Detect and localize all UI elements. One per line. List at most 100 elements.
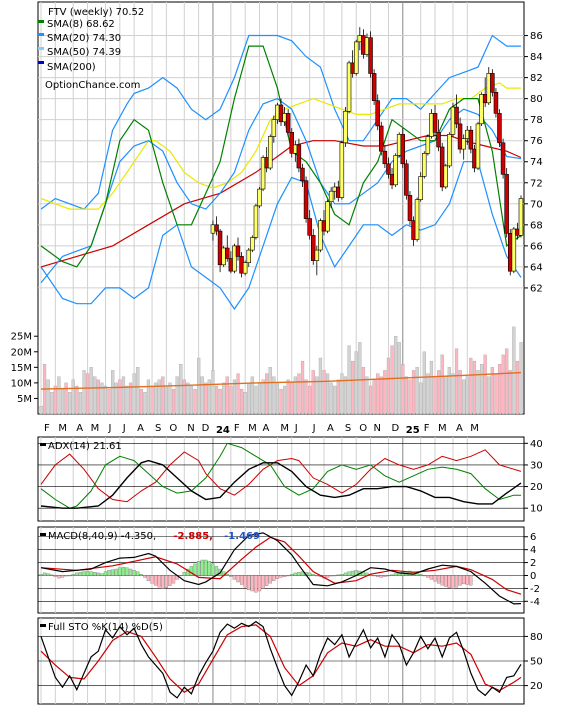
volume-bar <box>275 382 280 415</box>
price-tick-label: 80 <box>530 94 543 105</box>
macd-histogram-bar <box>193 563 197 576</box>
volume-bar <box>462 379 466 415</box>
candle-body <box>267 136 273 169</box>
candle-body <box>497 113 502 144</box>
candle-body <box>457 123 463 150</box>
candle-body <box>511 228 517 272</box>
candle-body <box>461 138 466 150</box>
volume-bar <box>505 348 509 415</box>
candle-body <box>518 198 524 236</box>
macd-tick-label: -2 <box>530 584 540 595</box>
volume-tick-label: 25M <box>11 332 32 343</box>
candle-body <box>493 92 499 114</box>
volume-bar <box>50 392 54 415</box>
candle-body <box>504 174 509 234</box>
macd-histogram-bar <box>329 575 333 577</box>
candle-body <box>436 132 441 148</box>
volume-bar <box>368 385 373 415</box>
volume-bar <box>240 388 244 415</box>
candle-body <box>454 106 459 125</box>
candle-body <box>407 195 413 221</box>
volume-bar <box>469 357 473 415</box>
volume-bar <box>222 382 226 415</box>
watermark: OptionChance.com <box>45 80 140 91</box>
macd-y-axis: -4 -2 0 2 4 6 <box>524 532 540 608</box>
macd-histogram-bar <box>436 575 441 584</box>
volume-bar <box>68 392 72 415</box>
macd-histogram-bar <box>164 575 169 588</box>
x-tick-label: F <box>234 423 240 434</box>
volume-bars <box>39 326 523 415</box>
volume-bar <box>232 379 237 415</box>
macd-histogram-bar <box>286 575 290 577</box>
volume-bar <box>60 388 65 415</box>
volume-bar <box>139 388 143 415</box>
volume-bar <box>490 367 494 415</box>
volume-bar <box>71 379 75 415</box>
macd-histogram-bar <box>343 572 348 576</box>
macd-histogram-bar <box>225 574 229 576</box>
macd-histogram-bar <box>179 575 183 577</box>
macd-histogram-bar <box>440 575 444 586</box>
candle-body <box>343 111 348 144</box>
candle-body <box>447 134 452 167</box>
volume-bar <box>168 382 172 415</box>
x-tick-label: A <box>327 423 334 434</box>
x-tick-label: O <box>169 423 177 434</box>
volume-bar <box>401 364 405 415</box>
candlesticks <box>210 27 524 278</box>
volume-bar <box>512 326 516 415</box>
candle-body <box>393 155 398 186</box>
x-tick-label: M <box>470 423 479 434</box>
macd-histogram-bar <box>204 559 208 576</box>
macd-histogram-bar <box>462 575 466 585</box>
volume-bar <box>164 385 168 415</box>
legend-sma8: SMA(8) 68.62 <box>47 19 115 30</box>
price-tick-label: 74 <box>530 157 543 168</box>
volume-tick-label: 20M <box>11 347 32 358</box>
macd-histogram-bar <box>125 567 129 576</box>
volume-bar <box>472 360 477 415</box>
volume-average-line <box>40 371 522 390</box>
candle-body <box>353 41 359 74</box>
volume-bar <box>497 364 502 415</box>
macd-histogram-bar <box>57 575 61 579</box>
candle-body <box>371 73 377 102</box>
sto-tick-label: 80 <box>530 632 543 643</box>
volume-bar <box>501 354 505 415</box>
candle-body <box>285 113 291 133</box>
macd-histogram-bar <box>422 575 426 577</box>
legend-swatch-sma200 <box>38 61 44 64</box>
volume-bar <box>100 382 104 415</box>
x-tick-label: O <box>359 423 367 434</box>
macd-histogram-bar <box>268 575 272 584</box>
candle-body <box>235 245 241 257</box>
volume-bar <box>250 376 254 415</box>
volume-bar <box>229 385 233 415</box>
macd-histogram-bar <box>315 575 319 577</box>
price-tick-label: 64 <box>530 262 543 273</box>
price-tick-label: 76 <box>530 136 543 147</box>
volume-bar <box>96 379 100 415</box>
x-tick-label: M <box>280 423 289 434</box>
candle-body <box>432 113 438 133</box>
macd-histogram-bar <box>247 575 251 590</box>
legend-sma50: SMA(50) 74.39 <box>47 47 121 58</box>
volume-bar <box>311 370 315 415</box>
volume-bar <box>107 388 111 415</box>
volume-bar <box>197 357 201 415</box>
x-tick-label: J <box>294 423 298 434</box>
volume-bar <box>300 360 305 415</box>
price-tick-label: 82 <box>530 73 543 84</box>
volume-bar <box>218 388 222 415</box>
volume-bar <box>93 376 97 415</box>
macd-signal-value: -2.885, <box>173 531 213 542</box>
macd-histogram-bar <box>46 573 50 576</box>
candle-body <box>375 100 380 127</box>
volume-bar <box>103 385 108 415</box>
volume-bar <box>193 388 197 415</box>
x-tick-label: F <box>424 423 430 434</box>
price-tick-label: 62 <box>530 283 543 294</box>
x-tick-label: J <box>107 423 111 434</box>
